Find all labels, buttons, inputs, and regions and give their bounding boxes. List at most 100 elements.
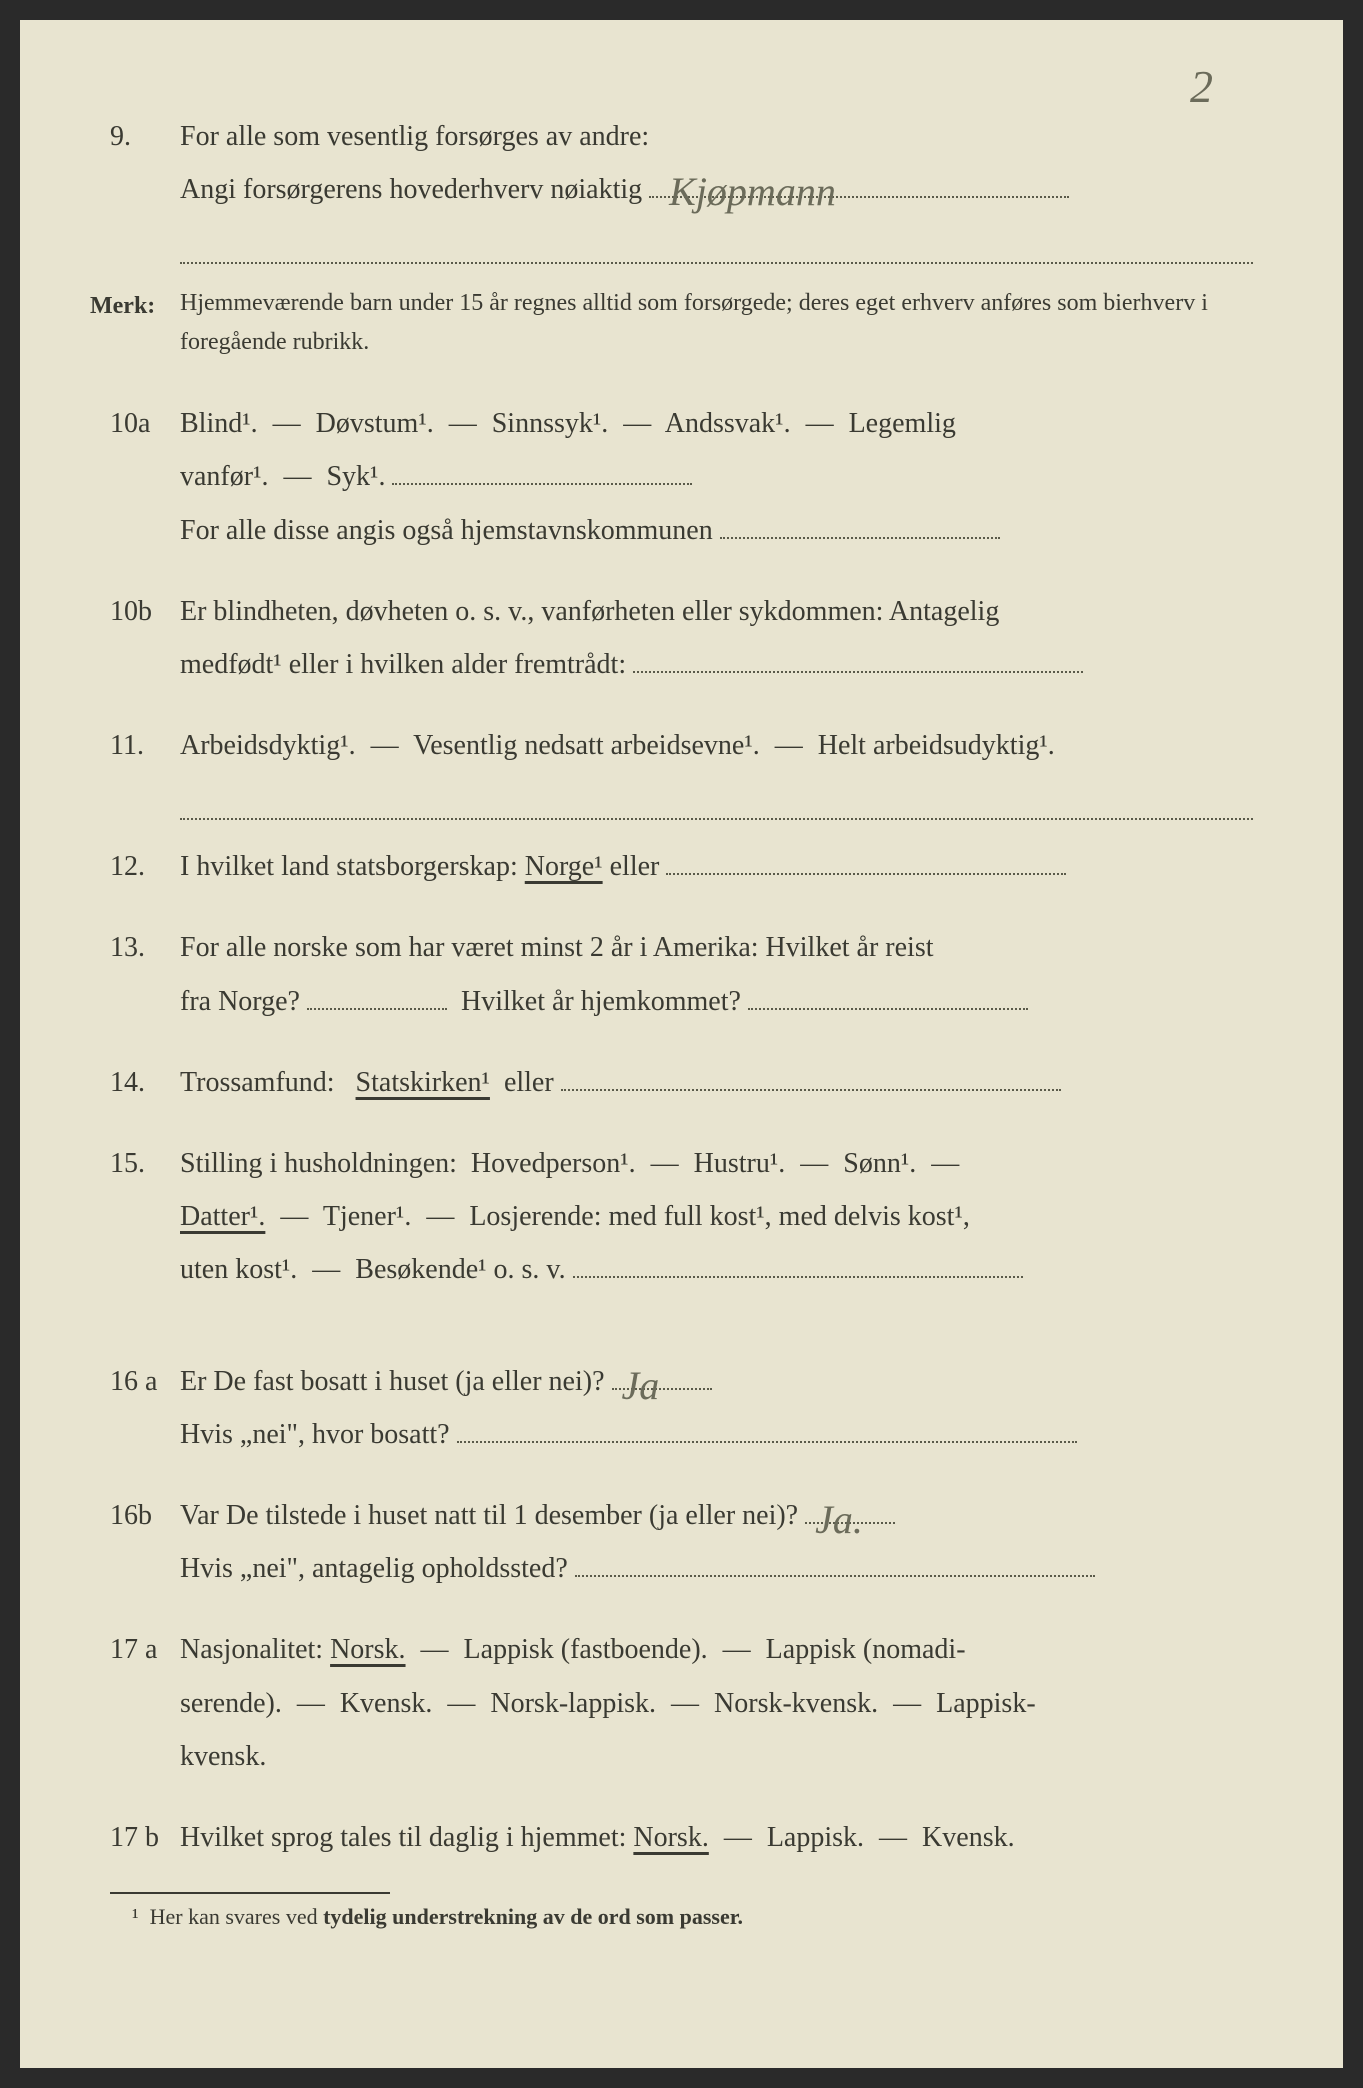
question-12: 12. I hvilket land statsborgerskap: Norg… — [110, 840, 1253, 893]
q9-content: For alle som vesentlig forsørges av andr… — [180, 110, 1253, 216]
q13-line1: For alle norske som har været minst 2 år… — [180, 932, 934, 963]
q10b-number: 10b — [110, 585, 180, 691]
question-16b: 16b Var De tilstede i huset natt til 1 d… — [110, 1489, 1253, 1595]
q17b-content: Hvilket sprog tales til daglig i hjemmet… — [180, 1811, 1253, 1864]
q17a-opt1-underlined: Norsk. — [330, 1634, 405, 1665]
q15-opt3: Sønn¹. — [843, 1148, 916, 1179]
q10b-line2: medfødt¹ eller i hvilken alder fremtrådt… — [180, 649, 626, 680]
q15-opt6: med full kost¹, — [609, 1201, 772, 1232]
q10a-number: 10a — [110, 397, 180, 557]
question-17b: 17 b Hvilket sprog tales til daglig i hj… — [110, 1811, 1253, 1864]
question-14: 14. Trossamfund: Statskirken¹ eller — [110, 1056, 1253, 1109]
merk-text: Hjemmeværende barn under 15 år regnes al… — [180, 284, 1253, 361]
q17a-number: 17 a — [110, 1623, 180, 1783]
footnote-prefix: Her kan svares ved — [150, 1904, 318, 1929]
q9-line2-prefix: Angi forsørgerens hovederhverv nøiaktig — [180, 174, 642, 205]
q17a-opt5: Norsk-lappisk. — [490, 1688, 656, 1719]
q16a-line1-prefix: Er De fast bosatt i huset (ja eller nei)… — [180, 1366, 605, 1397]
q16a-number: 16 a — [110, 1355, 180, 1461]
q10a-opt5: Legemlig — [849, 408, 956, 439]
q11-opt2: Vesentlig nedsatt arbeidsevne¹. — [413, 730, 760, 761]
q16b-content: Var De tilstede i huset natt til 1 desem… — [180, 1489, 1253, 1595]
q16a-line2: Hvis „nei", hvor bosatt? — [180, 1419, 450, 1450]
q16b-number: 16b — [110, 1489, 180, 1595]
q13-line2b: Hvilket år hjemkommet? — [461, 986, 741, 1017]
q17b-number: 17 b — [110, 1811, 180, 1864]
question-11: 11. Arbeidsdyktig¹. — Vesentlig nedsatt … — [110, 719, 1253, 772]
q15-opt8: uten kost¹. — [180, 1254, 297, 1285]
q10a-opt4: Andssvak¹. — [665, 408, 791, 439]
q17b-opt3: Kvensk. — [922, 1822, 1015, 1853]
q15-content: Stilling i husholdningen: Hovedperson¹. … — [180, 1137, 1253, 1297]
q10a-line2a: vanfør¹. — [180, 461, 268, 492]
q13-line2a: fra Norge? — [180, 986, 300, 1017]
q10b-line1: Er blindheten, døvheten o. s. v., vanfør… — [180, 596, 999, 627]
q16a-content: Er De fast bosatt i huset (ja eller nei)… — [180, 1355, 1253, 1461]
q11-opt1: Arbeidsdyktig¹. — [180, 730, 356, 761]
q17a-opt3: Lappisk (nomadi- — [766, 1634, 966, 1665]
q11-opt3: Helt arbeidsudyktig¹. — [818, 730, 1055, 761]
q14-prefix: Trossamfund: — [180, 1067, 335, 1098]
q14-underlined: Statskirken¹ — [356, 1067, 490, 1098]
question-10b: 10b Er blindheten, døvheten o. s. v., va… — [110, 585, 1253, 691]
q15-opt5: Tjener¹. — [323, 1201, 411, 1232]
q15-line2-prefix: Losjerende: — [469, 1201, 601, 1232]
q13-number: 13. — [110, 921, 180, 1027]
q15-opt2: Hustru¹. — [694, 1148, 786, 1179]
question-9: 9. For alle som vesentlig forsørges av a… — [110, 110, 1253, 216]
q11-number: 11. — [110, 719, 180, 772]
q10a-opt3: Sinnssyk¹. — [492, 408, 609, 439]
footnote-separator — [110, 1892, 390, 1894]
q10a-content: Blind¹. — Døvstum¹. — Sinnssyk¹. — Andss… — [180, 397, 1253, 557]
q12-underlined: Norge¹ — [525, 851, 603, 882]
q10a-opt2: Døvstum¹. — [316, 408, 434, 439]
q17a-line2a: serende). — [180, 1688, 282, 1719]
q12-content: I hvilket land statsborgerskap: Norge¹ e… — [180, 840, 1253, 893]
footnote-bold: tydelig understrekning av de ord som pas… — [323, 1904, 743, 1929]
q9-number: 9. — [110, 110, 180, 216]
document-page: 2 9. For alle som vesentlig forsørges av… — [20, 20, 1343, 2068]
footnote: ¹ Her kan svares ved tydelig understrekn… — [110, 1904, 1253, 1930]
q17a-prefix: Nasjonalitet: — [180, 1634, 323, 1665]
q17a-opt6: Norsk-kvensk. — [714, 1688, 878, 1719]
q10a-line3: For alle disse angis også hjemstavnskomm… — [180, 515, 713, 546]
q11-blank-line — [180, 800, 1253, 820]
footnote-marker: ¹ — [132, 1904, 139, 1929]
q17a-opt2: Lappisk (fastboende). — [464, 1634, 708, 1665]
q12-number: 12. — [110, 840, 180, 893]
q16a-handwritten-answer: Ja — [622, 1370, 660, 1402]
q14-number: 14. — [110, 1056, 180, 1109]
question-16a: 16 a Er De fast bosatt i huset (ja eller… — [110, 1355, 1253, 1461]
q12-suffix: eller — [610, 851, 660, 882]
question-15: 15. Stilling i husholdningen: Hovedperso… — [110, 1137, 1253, 1297]
q15-opt9: Besøkende¹ o. s. v. — [355, 1254, 565, 1285]
q10b-content: Er blindheten, døvheten o. s. v., vanfør… — [180, 585, 1253, 691]
q9-handwritten-answer: Kjøpmann — [669, 176, 836, 208]
merk-label: Merk: — [90, 284, 180, 361]
q15-number: 15. — [110, 1137, 180, 1297]
q13-content: For alle norske som har været minst 2 år… — [180, 921, 1253, 1027]
merk-note: Merk: Hjemmeværende barn under 15 år reg… — [90, 284, 1253, 361]
q17a-content: Nasjonalitet: Norsk. — Lappisk (fastboen… — [180, 1623, 1253, 1783]
q16b-line2: Hvis „nei", antagelig opholdssted? — [180, 1553, 568, 1584]
q10a-opt1: Blind¹. — [180, 408, 258, 439]
q17b-opt2: Lappisk. — [767, 1822, 864, 1853]
q11-content: Arbeidsdyktig¹. — Vesentlig nedsatt arbe… — [180, 719, 1253, 772]
q16b-handwritten-answer: Ja. — [815, 1504, 863, 1536]
q9-blank-line — [180, 244, 1253, 264]
q12-prefix: I hvilket land statsborgerskap: — [180, 851, 518, 882]
question-13: 13. For alle norske som har været minst … — [110, 921, 1253, 1027]
q17b-opt1-underlined: Norsk. — [633, 1822, 708, 1853]
q15-opt7: med delvis kost¹, — [779, 1201, 970, 1232]
q10a-line2b: Syk¹. — [326, 461, 385, 492]
q14-content: Trossamfund: Statskirken¹ eller — [180, 1056, 1253, 1109]
q16b-line1-prefix: Var De tilstede i huset natt til 1 desem… — [180, 1500, 798, 1531]
q15-prefix: Stilling i husholdningen: — [180, 1148, 457, 1179]
corner-page-mark: 2 — [1190, 60, 1213, 113]
q17a-line3: kvensk. — [180, 1741, 266, 1772]
q17b-prefix: Hvilket sprog tales til daglig i hjemmet… — [180, 1822, 626, 1853]
q17a-opt4: Kvensk. — [340, 1688, 433, 1719]
question-17a: 17 a Nasjonalitet: Norsk. — Lappisk (fas… — [110, 1623, 1253, 1783]
q17a-opt7: Lappisk- — [936, 1688, 1036, 1719]
q9-line1: For alle som vesentlig forsørges av andr… — [180, 121, 649, 152]
